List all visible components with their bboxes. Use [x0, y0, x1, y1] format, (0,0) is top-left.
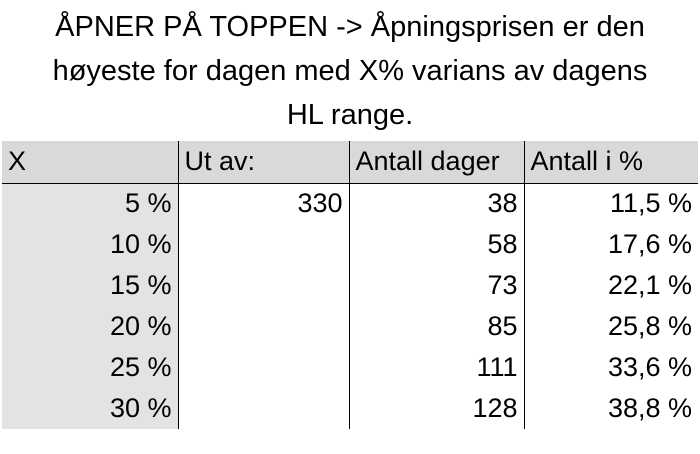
- statistics-table: X Ut av: Antall dager Antall i % 5 % 330…: [2, 141, 698, 429]
- cell-antall-dager: 128: [348, 388, 524, 429]
- title-line-1: ÅPNER PÅ TOPPEN -> Åpningsprisen er den: [55, 11, 645, 43]
- cell-antall-prosent: 17,6 %: [523, 224, 698, 265]
- cell-antall-prosent: 25,8 %: [523, 306, 698, 347]
- header-ut-av: Ut av:: [177, 141, 349, 184]
- cell-ut-av: [177, 347, 349, 388]
- table-row: 15 % 73 22,1 %: [2, 265, 698, 306]
- cell-x: 10 %: [2, 224, 178, 265]
- header-x: X: [2, 141, 178, 184]
- cell-antall-dager: 85: [348, 306, 524, 347]
- table-row: 20 % 85 25,8 %: [2, 306, 698, 347]
- title-line-3: HL range.: [286, 99, 414, 131]
- cell-ut-av: [177, 306, 349, 347]
- table-row: 5 % 330 38 11,5 %: [2, 183, 698, 224]
- cell-x: 20 %: [2, 306, 178, 347]
- cell-antall-prosent: 33,6 %: [523, 347, 698, 388]
- cell-antall-dager: 58: [348, 224, 524, 265]
- table-row: 30 % 128 38,8 %: [2, 388, 698, 429]
- cell-x: 30 %: [2, 388, 178, 429]
- cell-ut-av: 330: [177, 183, 349, 224]
- header-antall-dager: Antall dager: [348, 141, 524, 184]
- cell-ut-av: [177, 224, 349, 265]
- cell-antall-prosent: 38,8 %: [523, 388, 698, 429]
- header-antall-prosent: Antall i %: [523, 141, 698, 184]
- cell-antall-dager: 73: [348, 265, 524, 306]
- cell-ut-av: [177, 388, 349, 429]
- cell-ut-av: [177, 265, 349, 306]
- table-row: 10 % 58 17,6 %: [2, 224, 698, 265]
- cell-x: 15 %: [2, 265, 178, 306]
- cell-x: 25 %: [2, 347, 178, 388]
- cell-antall-prosent: 11,5 %: [523, 183, 698, 224]
- cell-antall-dager: 111: [348, 347, 524, 388]
- table-header-row: X Ut av: Antall dager Antall i %: [2, 141, 698, 184]
- cell-antall-prosent: 22,1 %: [523, 265, 698, 306]
- document-title: ÅPNER PÅ TOPPEN -> Åpningsprisen er den …: [0, 0, 700, 141]
- cell-x: 5 %: [2, 183, 178, 224]
- table-row: 25 % 111 33,6 %: [2, 347, 698, 388]
- title-line-2: høyeste for dagen med X% varians av dage…: [52, 55, 648, 87]
- cell-antall-dager: 38: [348, 183, 524, 224]
